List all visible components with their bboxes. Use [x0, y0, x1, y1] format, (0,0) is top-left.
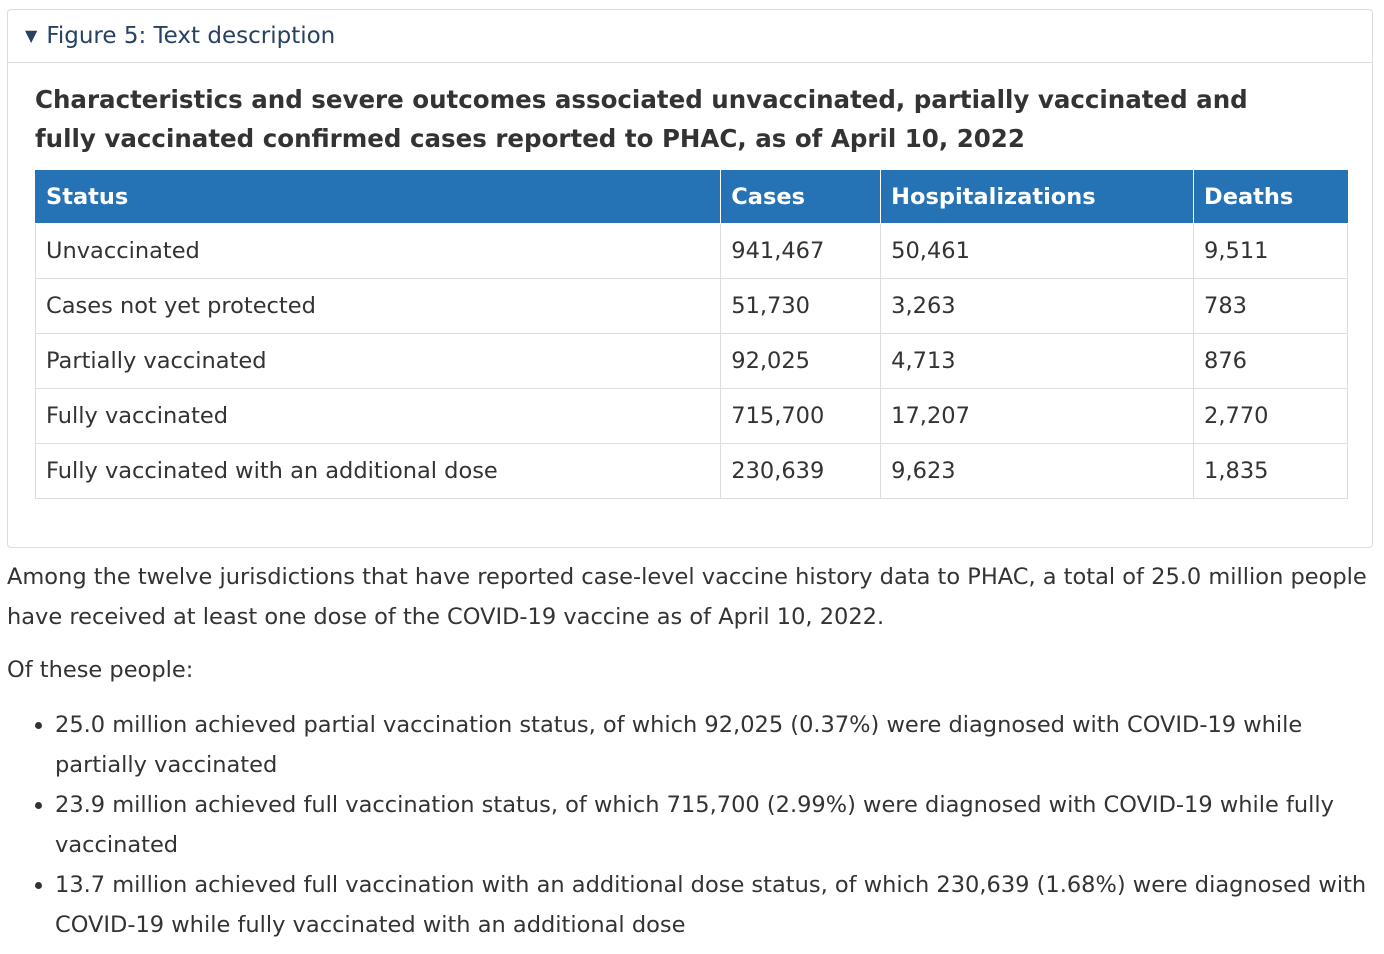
column-header-deaths: Deaths — [1193, 170, 1348, 224]
cell-hospitalizations: 50,461 — [880, 223, 1195, 279]
cell-cases: 92,025 — [720, 333, 882, 389]
intro-paragraph: Of these people: — [7, 657, 194, 683]
list-item: 25.0 million achieved partial vaccinatio… — [55, 705, 1379, 785]
cell-hospitalizations: 4,713 — [880, 333, 1195, 389]
cell-deaths: 876 — [1193, 333, 1348, 389]
table-row: Cases not yet protected 51,730 3,263 783 — [34, 278, 1348, 334]
table-row: Unvaccinated 941,467 50,461 9,511 — [34, 223, 1348, 279]
cell-status: Fully vaccinated — [34, 388, 722, 444]
cell-status: Cases not yet protected — [34, 278, 722, 334]
bullet-list: 25.0 million achieved partial vaccinatio… — [7, 705, 1379, 945]
cell-hospitalizations: 17,207 — [880, 388, 1195, 444]
list-item: 23.9 million achieved full vaccination s… — [55, 785, 1379, 865]
cell-deaths: 1,835 — [1193, 443, 1348, 499]
column-header-cases: Cases — [720, 170, 882, 224]
outcomes-table: Status Cases Hospitalizations Deaths Unv… — [34, 170, 1348, 499]
triangle-down-icon: ▼ — [25, 26, 38, 45]
cell-deaths: 2,770 — [1193, 388, 1348, 444]
list-item: 13.7 million achieved full vaccination w… — [55, 865, 1379, 945]
cell-hospitalizations: 3,263 — [880, 278, 1195, 334]
cell-deaths: 783 — [1193, 278, 1348, 334]
figure-details-panel: ▼ Figure 5: Text description Characteris… — [7, 9, 1373, 548]
cell-cases: 51,730 — [720, 278, 882, 334]
figure-details-summary[interactable]: ▼ Figure 5: Text description — [8, 10, 1372, 63]
cell-deaths: 9,511 — [1193, 223, 1348, 279]
cell-hospitalizations: 9,623 — [880, 443, 1195, 499]
cell-status: Fully vaccinated with an additional dose — [34, 443, 722, 499]
table-header-row: Status Cases Hospitalizations Deaths — [34, 170, 1348, 224]
cell-cases: 230,639 — [720, 443, 882, 499]
table-title: Characteristics and severe outcomes asso… — [35, 85, 1248, 153]
cell-status: Unvaccinated — [34, 223, 722, 279]
table-row: Fully vaccinated 715,700 17,207 2,770 — [34, 388, 1348, 444]
body-content: Among the twelve jurisdictions that have… — [7, 558, 1379, 945]
cell-status: Partially vaccinated — [34, 333, 722, 389]
summary-paragraph: Among the twelve jurisdictions that have… — [7, 564, 1367, 630]
column-header-hospitalizations: Hospitalizations — [880, 170, 1195, 224]
column-header-status: Status — [34, 170, 722, 224]
cell-cases: 715,700 — [720, 388, 882, 444]
table-row: Fully vaccinated with an additional dose… — [34, 443, 1348, 499]
summary-label: Figure 5: Text description — [46, 23, 336, 49]
table-row: Partially vaccinated 92,025 4,713 876 — [34, 333, 1348, 389]
cell-cases: 941,467 — [720, 223, 882, 279]
